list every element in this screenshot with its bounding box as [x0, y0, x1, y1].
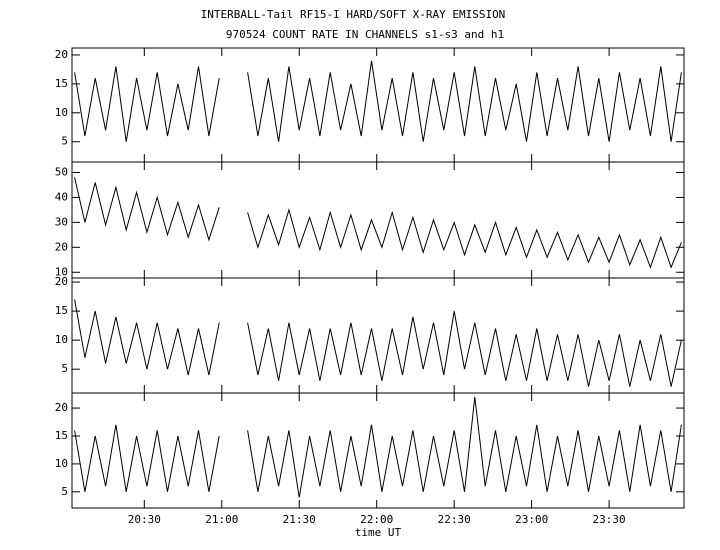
y-tick-label: 20: [55, 401, 68, 414]
x-axis-label: time UT: [355, 526, 402, 539]
panel-frame: [71, 392, 685, 509]
y-tick-label: 5: [61, 362, 68, 375]
y-tick-label: 20: [55, 275, 68, 288]
x-tick-label: 22:30: [438, 513, 471, 526]
chart-subtitle: 970524 COUNT RATE IN CHANNELS s1-s3 and …: [226, 28, 504, 41]
y-tick-label: 20: [55, 48, 68, 61]
y-tick-label: 40: [55, 190, 68, 203]
x-tick-label: 20:30: [128, 513, 161, 526]
y-tick-label: 15: [55, 429, 68, 442]
count-rate-line: [74, 60, 682, 142]
x-tick-label: 22:00: [360, 513, 393, 526]
y-tick-label: 5: [61, 135, 68, 148]
y-tick-label: 10: [55, 457, 68, 470]
y-tick-label: 50: [55, 165, 68, 178]
count-rate-line: [74, 177, 682, 269]
y-tick-label: 10: [55, 333, 68, 346]
x-tick-label: 23:00: [515, 513, 548, 526]
y-tick-label: 15: [55, 77, 68, 90]
x-tick-label: 21:30: [283, 513, 316, 526]
chart-title: INTERBALL-Tail RF15-I HARD/SOFT X-RAY EM…: [201, 8, 506, 21]
y-tick-label: 5: [61, 485, 68, 498]
y-tick-label: 10: [55, 265, 68, 278]
x-tick-label: 21:00: [205, 513, 238, 526]
count-rate-line: [74, 299, 682, 387]
y-tick-label: 30: [55, 215, 68, 228]
y-tick-label: 10: [55, 106, 68, 119]
y-tick-label: 20: [55, 240, 68, 253]
count-rate-line: [74, 396, 682, 498]
y-tick-label: 15: [55, 304, 68, 317]
x-tick-label: 23:30: [593, 513, 626, 526]
